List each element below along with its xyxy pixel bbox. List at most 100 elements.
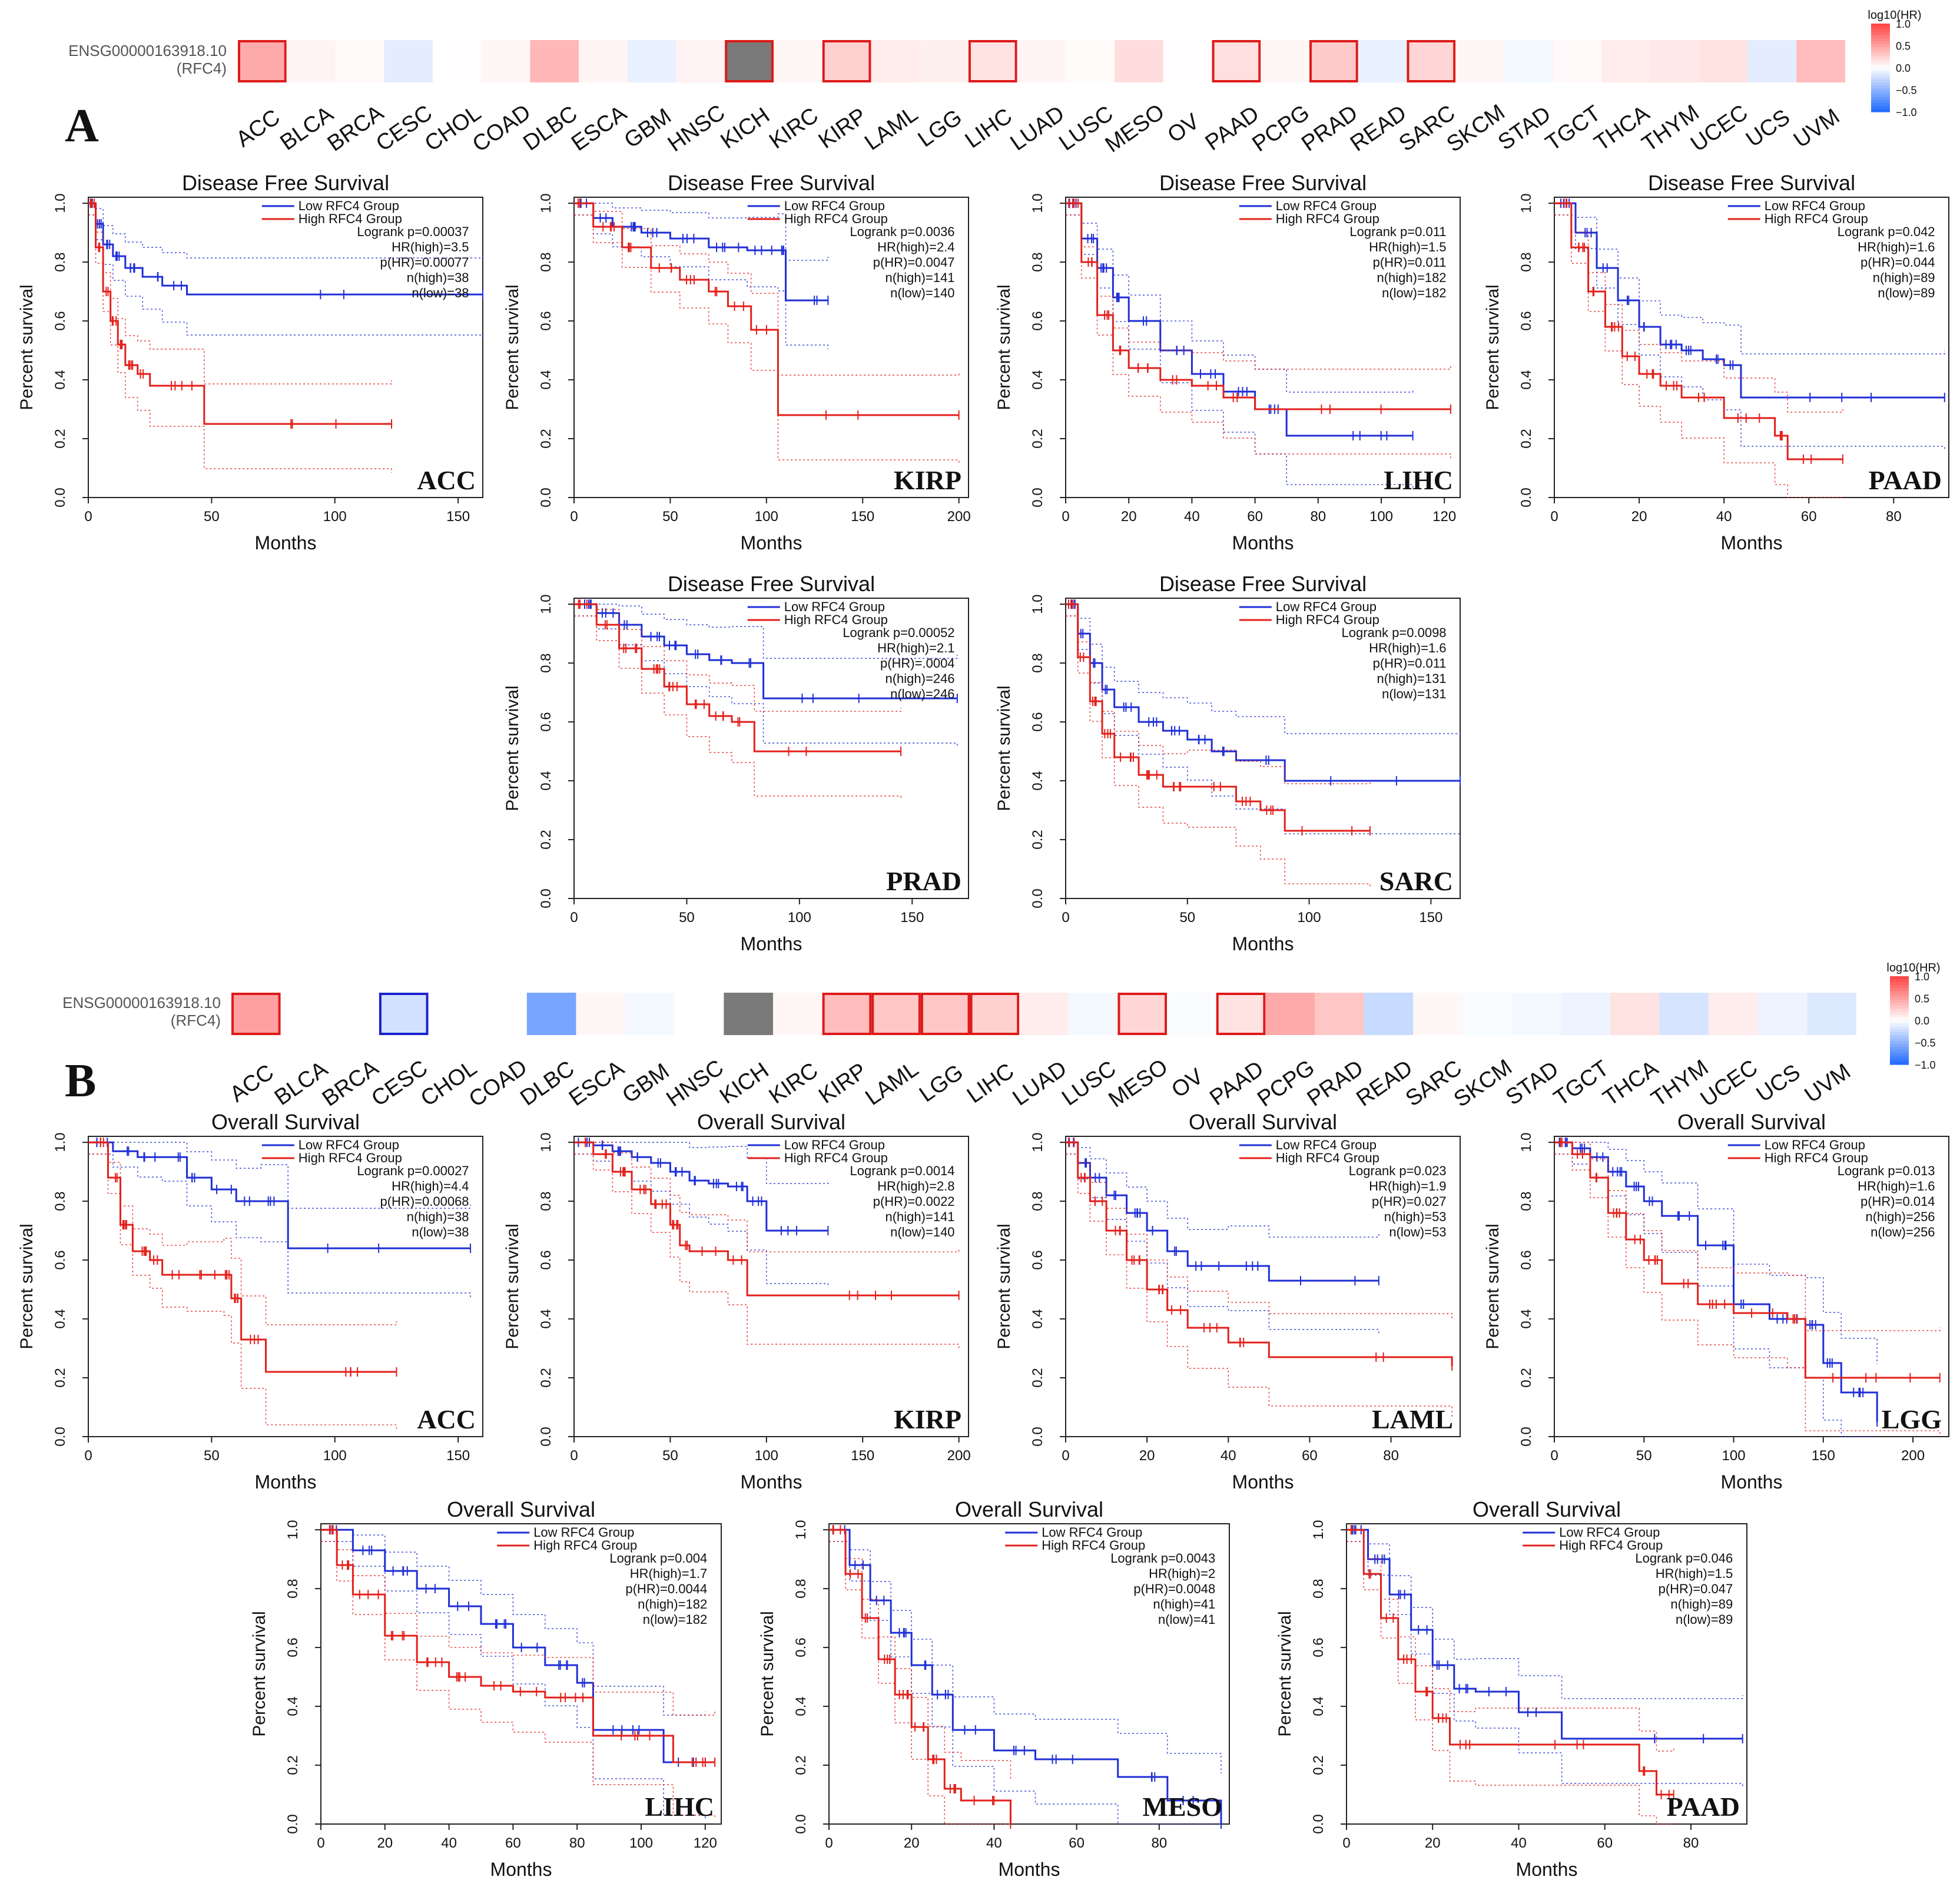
low-group-curve	[829, 1528, 1222, 1824]
legend-gradient-step	[1890, 982, 1909, 986]
x-tick-label: 200	[947, 1448, 971, 1464]
cancer-label-paad: PAAD	[1201, 101, 1264, 155]
y-tick-label: 0.2	[1311, 1755, 1326, 1775]
cancer-label-gbm: GBM	[620, 104, 676, 153]
high-ci-upper	[1066, 604, 1371, 784]
stat-line: n(low)=41	[1158, 1612, 1215, 1627]
x-tick-label: 100	[1722, 1448, 1746, 1464]
x-tick-label: 0	[317, 1835, 324, 1851]
plot-frame	[88, 197, 483, 498]
cancer-label-dlbc: DLBC	[516, 1056, 579, 1111]
low-ci-upper	[1554, 203, 1945, 354]
heatmap-cell-stad	[1511, 993, 1561, 1035]
high-group-curve	[88, 1141, 397, 1373]
y-tick-label: 0.0	[52, 488, 68, 507]
y-tick-label: 0.2	[793, 1755, 809, 1775]
legend-high-label: High RFC4 Group	[1276, 1150, 1379, 1165]
high-group-curve	[574, 603, 901, 752]
x-tick-label: 150	[851, 1448, 874, 1464]
cancer-label-blca: BLCA	[276, 101, 338, 155]
hr-color-legend: log10(HR)1.0 0.5 0.0 −0.5 −1.0	[1886, 961, 1940, 1071]
x-tick-label: 40	[1184, 509, 1200, 525]
stat-line: Logrank p=0.004	[609, 1551, 707, 1566]
stat-line: n(high)=53	[1384, 1209, 1447, 1224]
legend-low-label: Low RFC4 Group	[1042, 1525, 1142, 1540]
legend-high-label: High RFC4 Group	[1765, 211, 1868, 226]
legend-gradient-step	[1890, 1041, 1909, 1044]
x-tick-label: 0	[1062, 1448, 1069, 1464]
x-tick-label: 0	[1062, 910, 1069, 926]
plot-frame	[573, 598, 969, 899]
y-tick-label: 0.6	[1518, 311, 1534, 330]
y-axis-label: Percent survival	[1275, 1611, 1295, 1736]
plot-frame	[1554, 197, 1949, 498]
heatmap-cell-lihc	[970, 993, 1020, 1035]
legend-gradient-step	[1890, 1059, 1909, 1062]
cancer-type-label: ACC	[417, 465, 476, 495]
stat-line: n(high)=256	[1866, 1209, 1935, 1224]
cancer-type-label: ACC	[417, 1404, 476, 1434]
x-tick-label: 0	[84, 1448, 92, 1464]
y-tick-label: 0.8	[1311, 1579, 1326, 1598]
stat-line: n(high)=131	[1377, 671, 1447, 686]
heatmap-cell-dlbc	[526, 993, 576, 1035]
x-axis-label: Months	[1721, 532, 1783, 553]
legend-gradient-step	[1871, 109, 1890, 112]
x-tick-label: 20	[1121, 509, 1137, 525]
x-tick-label: 50	[679, 910, 695, 926]
high-ci-lower	[1066, 615, 1371, 888]
x-tick-label: 0	[570, 509, 578, 525]
stat-line: n(high)=182	[638, 1597, 707, 1611]
legend-gradient-step	[1871, 53, 1890, 57]
cancer-label-ov: OV	[1163, 109, 1205, 148]
heatmap-cell-paad	[1212, 40, 1261, 82]
y-tick-label: 0.2	[538, 830, 554, 849]
heatmap-cell-kirp	[822, 993, 872, 1035]
x-axis-label: Months	[741, 933, 802, 954]
x-tick-label: 80	[1886, 509, 1902, 525]
y-tick-label: 0.4	[1518, 370, 1534, 389]
y-tick-label: 0.0	[538, 888, 554, 908]
x-axis-label: Months	[255, 532, 317, 553]
legend-gradient-step	[1890, 1044, 1909, 1047]
stat-line: HR(high)=1.7	[630, 1566, 707, 1581]
heatmap-cell-cesc	[384, 40, 433, 82]
y-tick-label: 0.2	[52, 1368, 68, 1387]
low-ci-upper	[574, 604, 958, 659]
legend-gradient-step	[1890, 1014, 1909, 1018]
x-tick-label: 0	[1062, 509, 1069, 525]
plot-title: Overall Survival	[447, 1497, 595, 1521]
x-axis-label: Months	[741, 532, 802, 553]
legend-gradient-step	[1871, 50, 1890, 54]
y-tick-label: 0.0	[1518, 488, 1534, 507]
legend-gradient-step	[1890, 985, 1909, 989]
y-tick-label: 0.4	[1518, 1309, 1534, 1328]
y-tick-label: 0.2	[1030, 1368, 1046, 1387]
x-axis-label: Months	[999, 1859, 1060, 1880]
heatmap-cell-luad	[1019, 993, 1069, 1035]
x-tick-label: 20	[904, 1835, 920, 1851]
high-ci-upper	[829, 1529, 1011, 1781]
cancer-label-thca: THCA	[1598, 1056, 1663, 1111]
y-tick-label: 0.2	[538, 1368, 554, 1387]
y-tick-label: 0.0	[1030, 888, 1046, 908]
high-group-curve	[1347, 1528, 1674, 1796]
y-axis-label: Percent survival	[503, 1223, 522, 1349]
y-tick-label: 0.4	[52, 1309, 68, 1328]
y-tick-label: 0.2	[52, 429, 68, 448]
legend-gradient-step	[1871, 44, 1890, 48]
heatmap-cell-lgg	[920, 993, 970, 1035]
cancer-label-coad: COAD	[468, 100, 535, 157]
stat-line: HR(high)=1.6	[1858, 1179, 1935, 1193]
heatmap-cell-prad	[1315, 993, 1364, 1035]
legend-gradient-step	[1890, 1056, 1909, 1059]
legend-low-label: Low RFC4 Group	[1765, 1138, 1865, 1152]
low-ci-upper	[574, 1142, 829, 1184]
highlight-box-cesc	[379, 993, 429, 1035]
high-group-curve	[1554, 1141, 1940, 1379]
cancer-type-label: PRAD	[886, 866, 961, 896]
y-tick-label: 0.6	[538, 1250, 554, 1269]
legend-gradient-step	[1871, 71, 1890, 74]
y-axis-label: Percent survival	[994, 685, 1014, 811]
low-group-curve	[1347, 1528, 1743, 1740]
